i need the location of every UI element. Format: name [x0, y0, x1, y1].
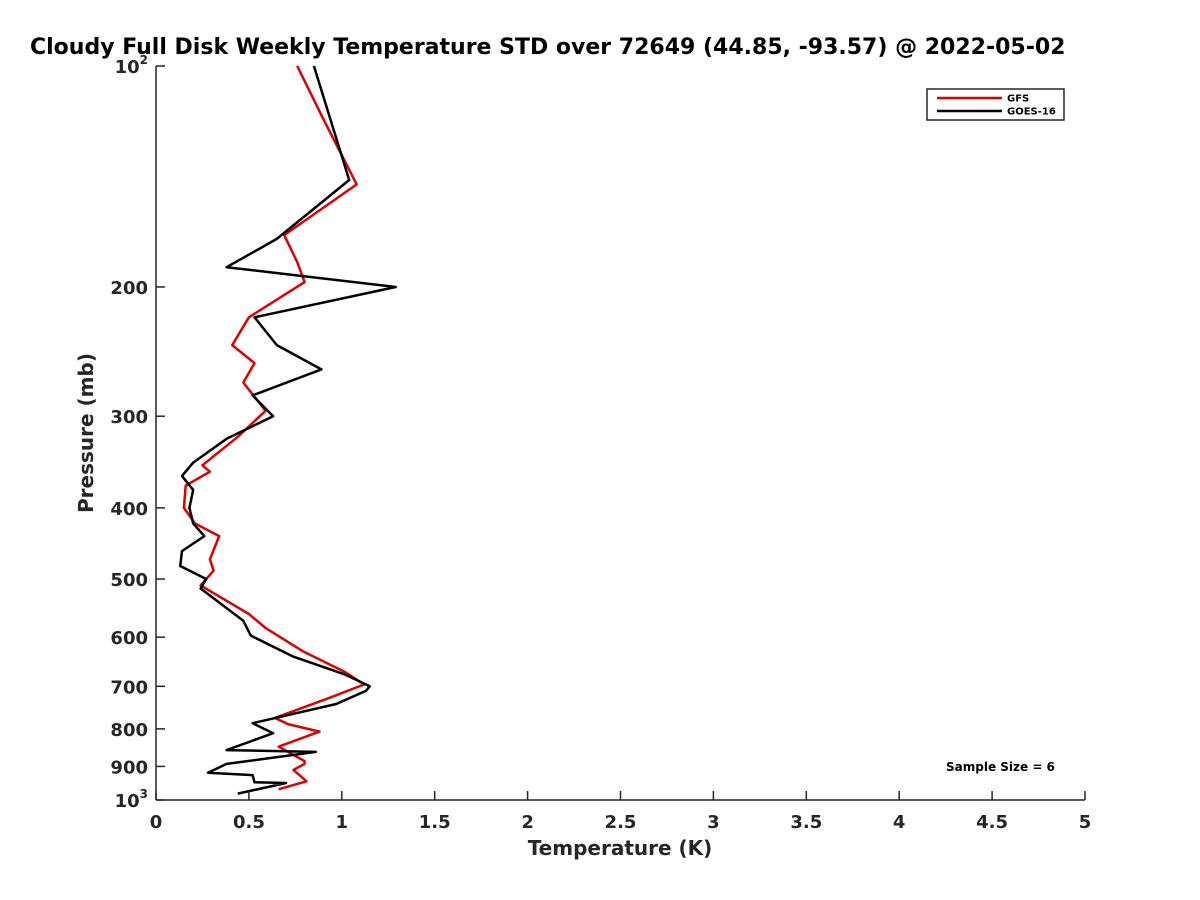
- y-tick-layer: 102 200 300 400 500 600 700 800 900 103: [110, 53, 165, 812]
- y-tick-label: 900: [110, 757, 148, 778]
- series-line-gfs: [182, 65, 366, 791]
- y-tick-label: 200: [110, 278, 148, 299]
- x-axis-label: Temperature (K): [528, 836, 713, 860]
- x-tick-label: 1: [336, 812, 349, 833]
- x-tick-label: 4.5: [976, 812, 1008, 833]
- x-tick-label: 3.5: [790, 812, 822, 833]
- x-tick-label: 0: [150, 812, 163, 833]
- x-tick-label: 1.5: [419, 812, 451, 833]
- legend-box: [926, 88, 1065, 121]
- y-tick-label: 400: [110, 499, 148, 520]
- y-tick-label: 103: [115, 787, 148, 812]
- chart-title: Cloudy Full Disk Weekly Temperature STD …: [30, 35, 1065, 60]
- y-tick-label: 700: [110, 677, 148, 698]
- x-tick-label: 3: [707, 812, 720, 833]
- y-tick-label: 600: [110, 628, 148, 649]
- sample-size-annotation: Sample Size = 6: [946, 760, 1055, 774]
- y-tick-label: 500: [110, 570, 148, 591]
- legend-label-gfs: GFS: [1007, 94, 1029, 105]
- y-axis-label: Pressure (mb): [74, 353, 98, 513]
- y-tick-label: 300: [110, 407, 148, 428]
- x-tick-layer: 0 0.5 1 1.5 2 2.5 3 3.5 4 4.5 5: [150, 791, 1092, 833]
- legend: GFS GOES-16: [926, 88, 1065, 121]
- x-tick-label: 2: [521, 812, 534, 833]
- x-tick-label: 5: [1079, 812, 1092, 833]
- x-tick-label: 0.5: [233, 812, 265, 833]
- x-tick-label: 4: [893, 812, 906, 833]
- series-line-goes-16: [178, 65, 397, 795]
- series-layer: [178, 65, 397, 795]
- legend-label-goes-16: GOES-16: [1007, 107, 1056, 118]
- y-tick-label: 800: [110, 720, 148, 741]
- plot-area-background: [156, 66, 1085, 800]
- y-tick-label: 102: [115, 53, 148, 78]
- x-tick-label: 2.5: [605, 812, 637, 833]
